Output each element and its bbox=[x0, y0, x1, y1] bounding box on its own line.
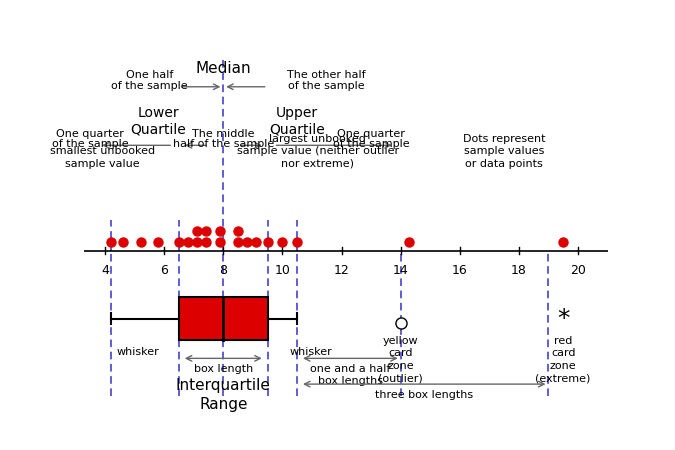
Text: one and a half
box lengths: one and a half box lengths bbox=[310, 364, 391, 387]
Text: 4: 4 bbox=[101, 264, 109, 277]
Text: of the sample: of the sample bbox=[52, 139, 129, 148]
Text: yellow
card
zone
(outlier): yellow card zone (outlier) bbox=[378, 336, 423, 383]
Text: of the sample: of the sample bbox=[288, 81, 365, 90]
Text: whisker: whisker bbox=[116, 346, 159, 357]
Text: 12: 12 bbox=[333, 264, 350, 277]
Text: 8: 8 bbox=[219, 264, 227, 277]
Text: largest unbooked
sample value (neither outlier
nor extreme): largest unbooked sample value (neither o… bbox=[237, 134, 399, 169]
Text: of the sample: of the sample bbox=[111, 81, 188, 90]
Text: 16: 16 bbox=[452, 264, 468, 277]
Text: One half: One half bbox=[126, 70, 173, 80]
Text: Dots represent
sample values
or data points: Dots represent sample values or data poi… bbox=[463, 134, 545, 169]
Text: *: * bbox=[557, 306, 569, 331]
Text: half of the sample: half of the sample bbox=[173, 139, 274, 148]
Text: Median: Median bbox=[196, 61, 251, 76]
Text: whisker: whisker bbox=[289, 346, 332, 357]
Text: box length: box length bbox=[194, 364, 253, 374]
Text: 18: 18 bbox=[511, 264, 526, 277]
Text: red
card
zone
(extreme): red card zone (extreme) bbox=[535, 336, 591, 383]
Text: Lower
Quartile: Lower Quartile bbox=[130, 105, 186, 137]
Text: One quarter: One quarter bbox=[56, 129, 124, 139]
Text: 14: 14 bbox=[393, 264, 408, 277]
Text: three box lengths: three box lengths bbox=[375, 390, 473, 400]
Text: Upper
Quartile: Upper Quartile bbox=[269, 105, 325, 137]
Text: One quarter: One quarter bbox=[337, 129, 405, 139]
Text: 6: 6 bbox=[160, 264, 168, 277]
Text: of the sample: of the sample bbox=[333, 139, 409, 148]
Text: 10: 10 bbox=[275, 264, 290, 277]
Text: smallest unbooked
sample value: smallest unbooked sample value bbox=[49, 146, 155, 169]
Text: The middle: The middle bbox=[192, 129, 254, 139]
Text: 20: 20 bbox=[570, 264, 586, 277]
Bar bbox=[179, 297, 267, 340]
Text: The other half: The other half bbox=[288, 70, 366, 80]
Text: Interquartile
Range: Interquartile Range bbox=[176, 378, 271, 412]
